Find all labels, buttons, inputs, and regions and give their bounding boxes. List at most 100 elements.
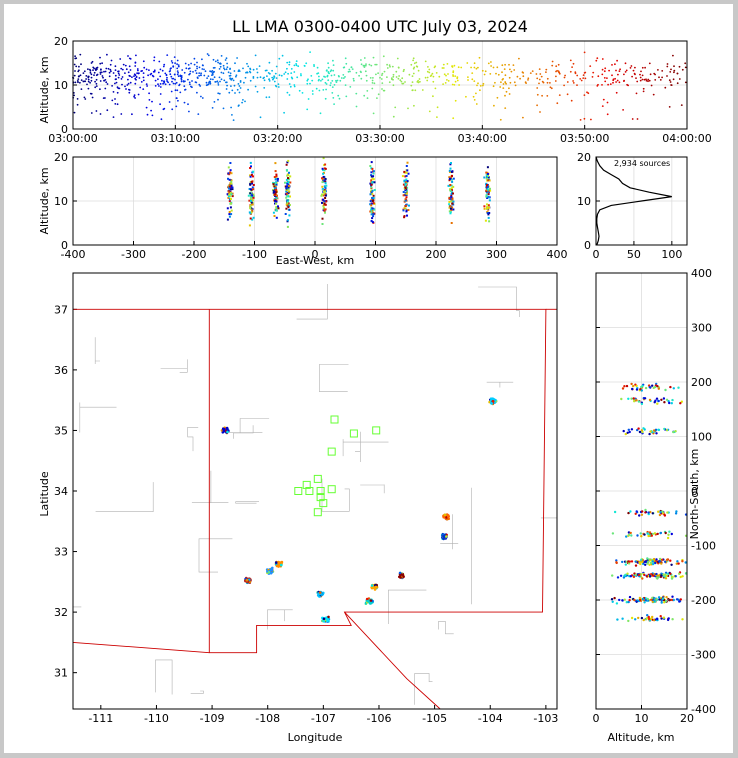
east-west-source-point [250,180,253,183]
lightning-source-point [272,78,274,81]
lightning-source-point [635,92,638,95]
north-south-source-point [611,574,614,577]
lightning-source-point [536,93,539,96]
north-south-source-point [627,562,631,565]
lightning-source-point [363,94,366,97]
lightning-source-point [396,57,399,60]
lightning-source-point [327,79,330,82]
north-south-source-point [647,615,650,619]
lightning-source-point [453,64,456,67]
east-west-source-point [229,186,232,189]
lma-station-marker [316,493,325,502]
lightning-source-point [159,103,162,106]
lightning-source-point [395,70,398,73]
east-west-source-point [229,198,232,200]
north-south-xlabel: Altitude, km [607,731,674,744]
east-west-source-point [371,202,374,205]
lightning-source-point [189,83,191,86]
lightning-source-point [181,69,184,71]
lightning-source-point [545,71,547,73]
county-line [94,337,100,364]
east-west-source-point [448,179,451,182]
lightning-source-point [177,65,180,68]
lightning-source-point [309,51,311,53]
east-west-source-point [372,196,375,199]
north-south-source-point [660,574,663,577]
lightning-source-point [268,78,270,81]
lightning-source-point [274,72,277,75]
north-south-source-point [677,386,680,389]
lightning-source-point [305,62,308,65]
east-west-source-point [369,210,372,213]
lightning-source-point [134,82,137,85]
lightning-source-point [364,64,367,67]
east-west-source-point [324,197,327,199]
time-height-y-tick-label: 20 [54,35,68,48]
lightning-source-point [342,74,345,76]
east-west-source-point [371,181,374,184]
north-south-source-point [669,572,672,575]
east-west-source-point [371,167,374,170]
lightning-source-point [247,65,250,68]
north-south-source-point [646,614,649,617]
lightning-source-point [205,84,208,87]
county-line [355,431,361,462]
east-west-source-point [249,192,252,195]
lightning-source-point [127,78,129,81]
lightning-source-point [452,74,454,76]
lightning-source-point [249,79,252,82]
east-west-source-point [229,162,232,164]
lightning-source-point [580,79,583,82]
north-south-source-point [646,557,649,560]
lightning-source-point [307,78,309,81]
lightning-source-point [618,81,621,84]
east-west-source-point [231,195,234,198]
plan-view-source-point [225,426,229,430]
lightning-source-point [80,79,83,81]
lightning-source-point [413,66,416,69]
lightning-source-point [391,65,394,68]
lightning-source-point [96,68,98,70]
east-west-source-point [252,193,255,196]
east-west-source-point [371,221,374,224]
state-border [72,641,210,654]
east-west-source-point [285,163,288,166]
north-south-source-point [674,575,677,578]
plan-view-source-point [275,564,279,568]
east-west-source-point [404,175,407,178]
east-west-source-point [451,180,454,183]
lightning-source-point [383,70,386,73]
lightning-source-point [615,81,617,83]
east-west-source-point [452,185,455,188]
lightning-source-point [306,79,309,82]
north-south-source-point [664,560,667,563]
north-south-x-tick-label: 20 [680,712,694,725]
lightning-source-point [183,101,186,104]
lightning-source-point [589,65,592,67]
lightning-source-point [571,66,573,68]
plan-view-source-point [322,617,326,621]
east-west-source-point [322,175,325,178]
east-west-source-point [249,204,252,207]
lightning-source-point [624,62,627,65]
east-west-source-point [274,202,276,205]
lightning-source-point [527,79,529,81]
lightning-source-point [348,68,351,71]
plan-view-source-point [443,513,447,517]
lightning-source-point [434,87,437,90]
east-west-source-point [323,185,326,188]
lightning-source-point [344,76,346,78]
lightning-source-point [516,75,519,78]
lightning-source-point [432,80,435,83]
lightning-source-point [673,69,676,72]
lightning-source-point [442,67,445,69]
histogram-axes [595,156,688,246]
lightning-source-point [286,91,289,94]
east-west-source-point [406,161,409,164]
east-west-source-point [230,179,233,182]
lightning-source-point [80,88,83,90]
east-west-source-point [285,178,288,181]
lightning-source-point [209,78,212,81]
east-west-source-point [405,178,408,181]
lightning-source-point [582,74,585,76]
